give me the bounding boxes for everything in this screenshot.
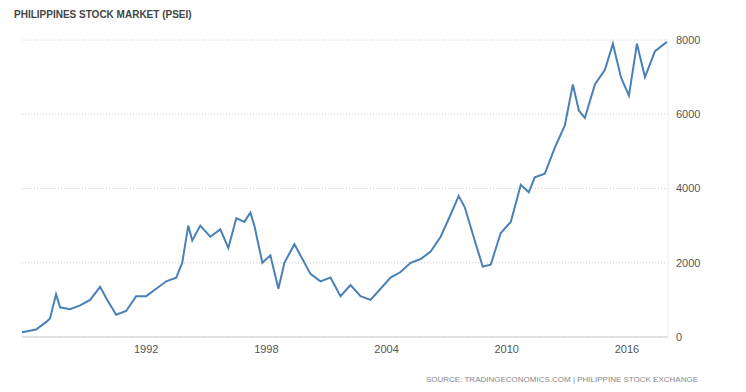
svg-text:1992: 1992 [134, 343, 158, 355]
svg-text:2010: 2010 [495, 343, 519, 355]
svg-text:0: 0 [676, 331, 682, 343]
svg-text:2004: 2004 [374, 343, 398, 355]
svg-text:1998: 1998 [254, 343, 278, 355]
html-text:PHILIPPINES STOCK MARKET (PSEI: PHILIPPINES STOCK MARKET (PSEI) [14, 9, 192, 20]
svg-text:2000: 2000 [676, 257, 700, 269]
svg-text:8000: 8000 [676, 34, 700, 46]
html-text:SOURCE: TRADINGECONOMICS.COM |: SOURCE: TRADINGECONOMICS.COM | PHILIPPIN… [426, 375, 698, 384]
svg-text:6000: 6000 [676, 108, 700, 120]
svg-text:2016: 2016 [615, 343, 639, 355]
svg-text:4000: 4000 [676, 182, 700, 194]
